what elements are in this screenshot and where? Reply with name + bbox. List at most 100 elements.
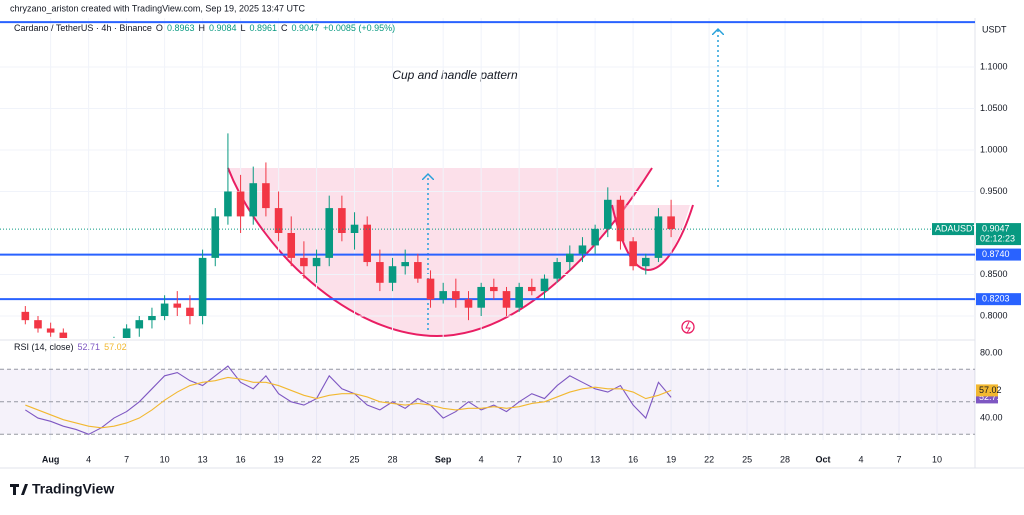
candle-body: [439, 291, 447, 300]
candle-body: [401, 262, 409, 267]
candle-body: [122, 328, 131, 338]
candle-body: [376, 262, 384, 283]
candle-body: [654, 216, 663, 258]
y-tick-label: 0.8000: [980, 310, 1008, 320]
x-tick-label: 13: [590, 454, 600, 464]
credit: chryzano_ariston created with TradingVie…: [10, 3, 306, 13]
candle-body: [274, 208, 283, 233]
legend-part: 0.8961: [250, 23, 278, 33]
candle-body: [515, 286, 523, 308]
candle-body: [629, 241, 637, 267]
rsi-line: [25, 365, 672, 435]
annotation: Cup and handle pattern: [392, 68, 518, 82]
symbol-label: ADAUSDT: [935, 223, 979, 233]
candle-body: [426, 278, 435, 300]
y-tick-label: 1.1000: [980, 61, 1008, 71]
candle-body: [46, 328, 55, 333]
y-tick-label: 1.0500: [980, 103, 1008, 113]
x-tick-label: Oct: [816, 454, 831, 464]
candle-body: [186, 307, 194, 317]
candle-body: [553, 262, 561, 279]
cup-drawing: [227, 29, 718, 338]
alert-icon[interactable]: [681, 320, 695, 334]
x-tick-label: 16: [236, 454, 246, 464]
x-tick-label: 10: [160, 454, 170, 464]
candles: [21, 133, 675, 338]
cup-fill: [228, 168, 650, 336]
candle-body: [325, 208, 334, 258]
x-tick-label: 4: [479, 454, 484, 464]
legend-part: Cardano / TetherUS · 4h · Binance: [14, 23, 152, 33]
logo-icon: [10, 484, 28, 495]
y-tick-label: 80.00: [980, 347, 1003, 357]
legend-part: 0.8963: [167, 23, 195, 33]
badge-label: 52.71: [979, 392, 1002, 402]
candle-body: [502, 291, 511, 308]
candle-body: [287, 232, 296, 258]
x-tick-label: 10: [932, 454, 942, 464]
candle-body: [490, 286, 498, 292]
candle-body: [160, 303, 169, 317]
x-tick-label: 19: [666, 454, 676, 464]
legend-part: H: [198, 23, 205, 33]
x-tick-label: 7: [897, 454, 902, 464]
legend-part: C: [281, 23, 288, 33]
candle-body: [262, 183, 270, 209]
candle-body: [312, 257, 321, 267]
candle-body: [21, 311, 30, 321]
logo: TradingView: [10, 481, 114, 497]
x-tick-label: 19: [274, 454, 284, 464]
rsi-line: [25, 376, 672, 429]
x-tick-label: 28: [780, 454, 790, 464]
candle-body: [59, 332, 68, 338]
candle-body: [667, 216, 675, 230]
candle-body: [198, 257, 207, 317]
candle-body: [211, 216, 220, 258]
legend-part: O: [156, 23, 163, 33]
unit-label: USDT: [982, 24, 1007, 34]
candle-body: [641, 257, 650, 267]
y-tick-label: 1.0000: [980, 144, 1008, 154]
legend-part: 0.9084: [209, 23, 237, 33]
x-tick-label: 10: [552, 454, 562, 464]
candle-body: [540, 278, 549, 292]
x-tick-label: 7: [517, 454, 522, 464]
x-tick-label: 22: [704, 454, 714, 464]
alert-bolt: [685, 321, 691, 334]
legend-part: L: [241, 23, 246, 33]
candle-body: [464, 299, 473, 308]
candle-body: [249, 183, 258, 217]
rsi-legend: RSI (14, close) 52.71 57.02: [14, 342, 127, 352]
x-tick-label: 28: [388, 454, 398, 464]
level-label: 0.8740: [982, 249, 1010, 259]
candle-body: [477, 286, 485, 308]
candle-body: [578, 245, 587, 254]
logo-text: TradingView: [32, 481, 114, 497]
badge-label: 57.02: [979, 385, 1002, 395]
candle-body: [528, 286, 536, 292]
level-badge: [976, 248, 1021, 261]
x-tick-label: 25: [350, 454, 360, 464]
candle-body: [148, 316, 156, 321]
legend-part: RSI (14, close): [14, 342, 74, 352]
x-tick-label: 7: [124, 454, 129, 464]
x-tick-label: Sep: [435, 454, 452, 464]
countdown: 02:12:23: [980, 233, 1015, 243]
candle-body: [566, 253, 574, 263]
candle-body: [452, 291, 460, 300]
x-tick-label: 16: [628, 454, 638, 464]
x-tick-label: 22: [312, 454, 322, 464]
x-tick-label: Aug: [42, 454, 60, 464]
candle-body: [173, 303, 182, 308]
y-tick-label: 0.9500: [980, 186, 1008, 196]
price-label: 0.9047: [982, 223, 1010, 233]
y-tick-label: 0.8500: [980, 269, 1008, 279]
candle-body: [388, 266, 397, 283]
legend-part: 57.02: [104, 342, 127, 352]
price-badge: [976, 223, 1021, 246]
x-tick-label: 4: [859, 454, 864, 464]
candle-body: [414, 262, 422, 279]
y-tick-label: 40.00: [980, 412, 1003, 422]
candle-body: [135, 320, 144, 329]
